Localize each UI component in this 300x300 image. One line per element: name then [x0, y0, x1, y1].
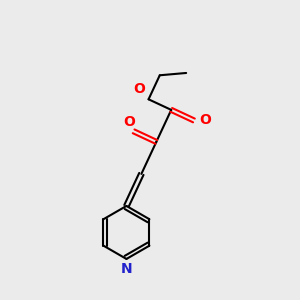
Text: N: N — [121, 262, 132, 276]
Text: O: O — [123, 115, 135, 129]
Text: O: O — [134, 82, 146, 96]
Text: O: O — [199, 113, 211, 128]
